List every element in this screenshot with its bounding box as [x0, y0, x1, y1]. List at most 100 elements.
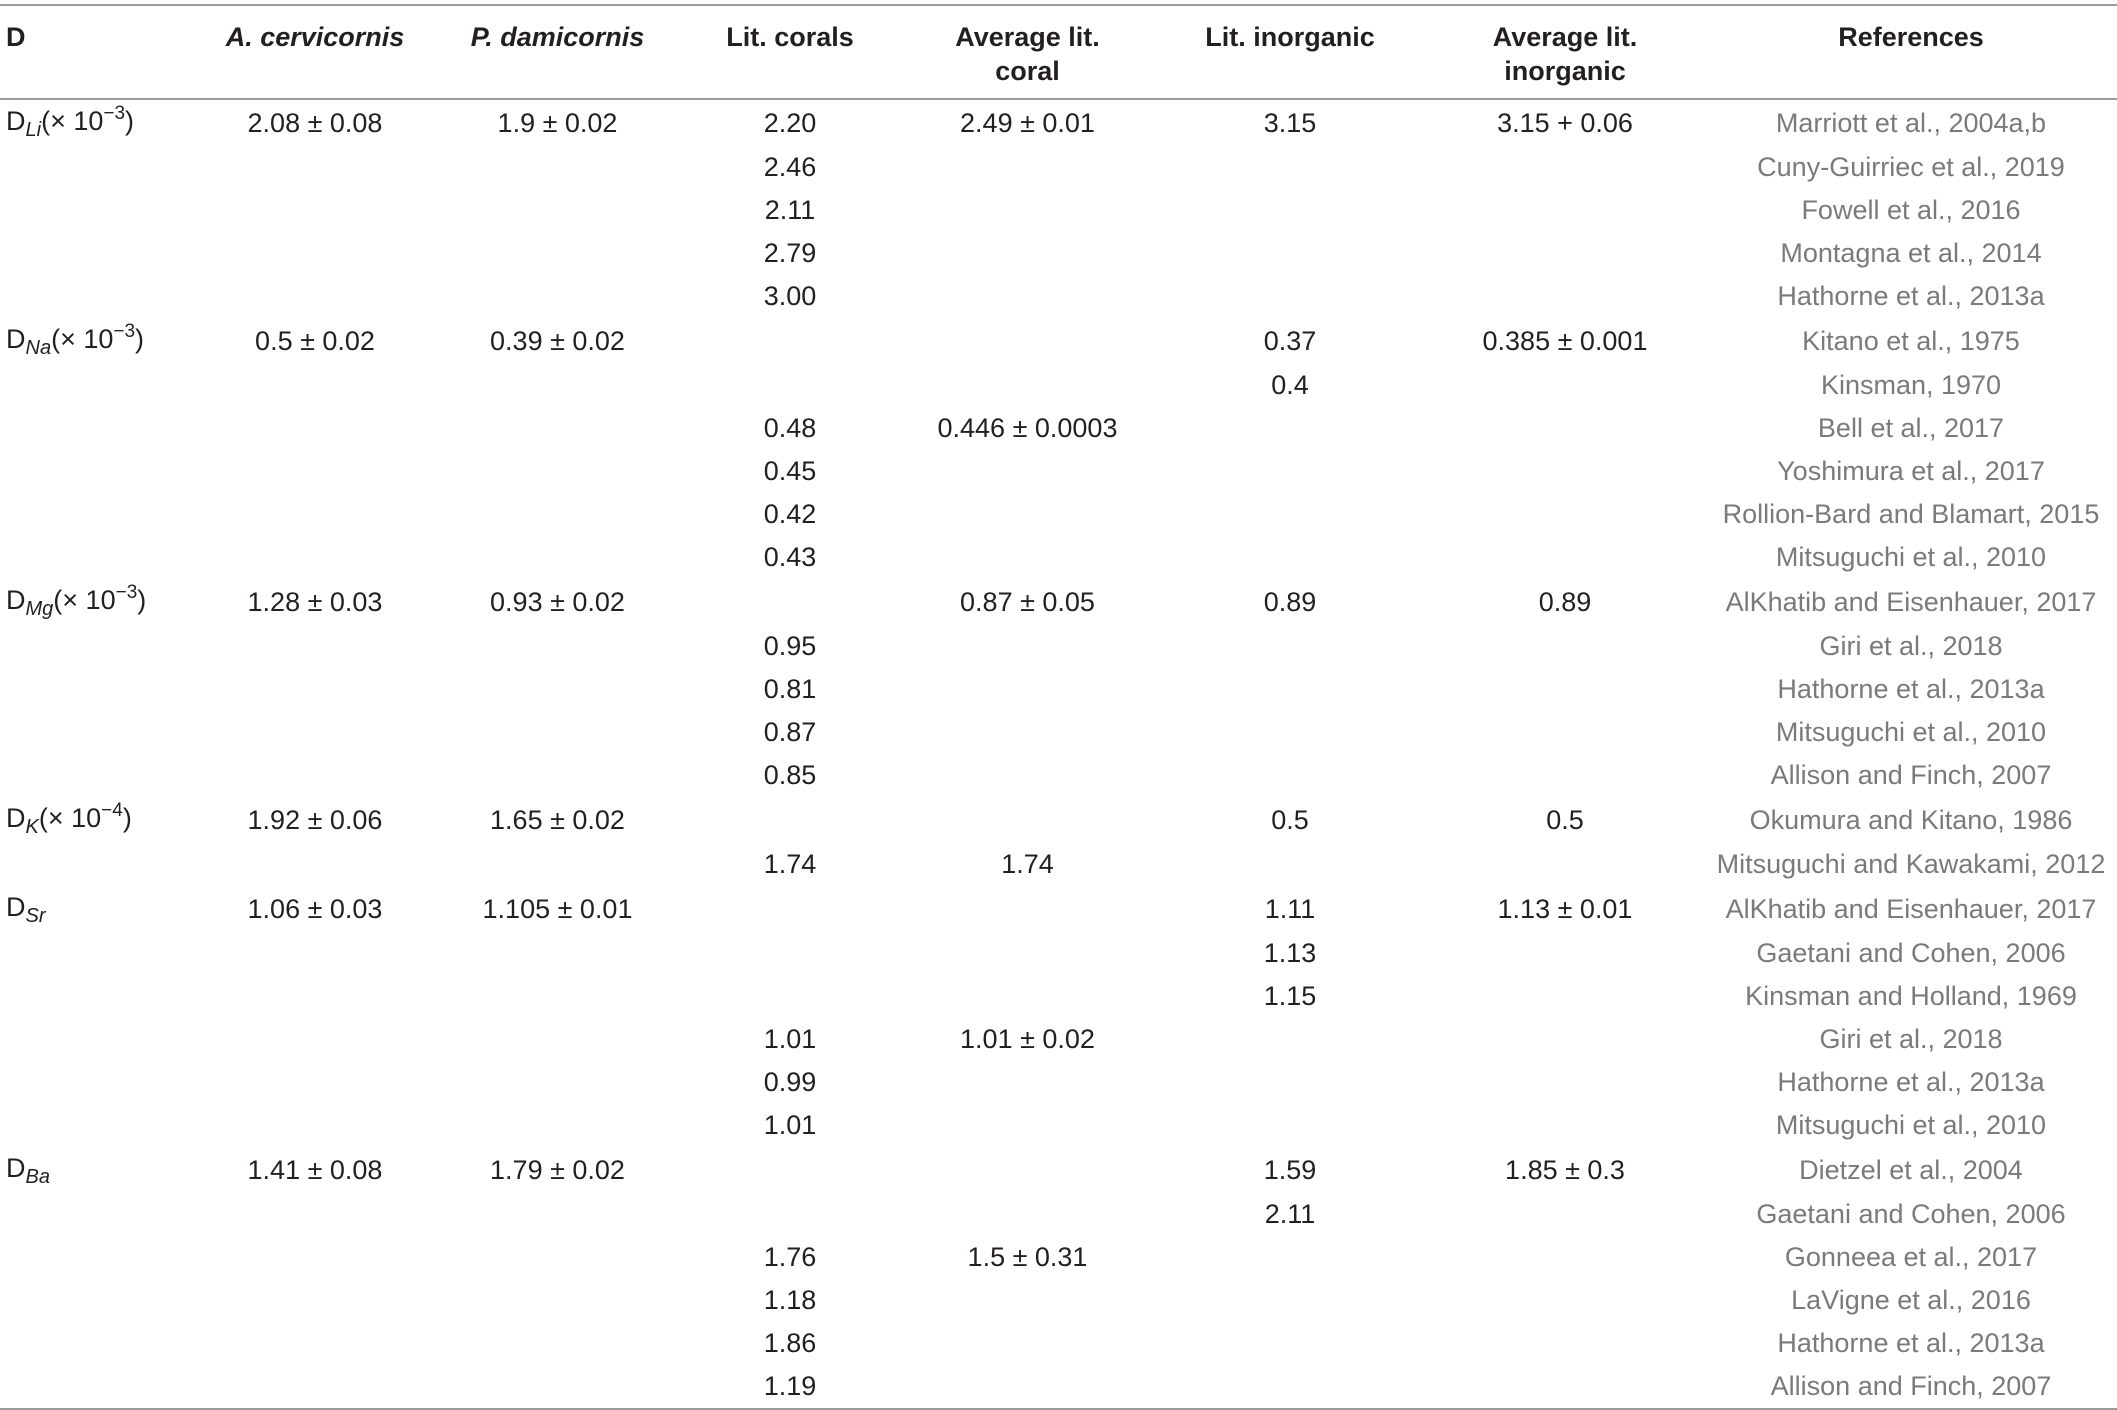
cell-reference: Cuny-Guirriec et al., 2019 — [1757, 152, 2065, 182]
cell-average-lit-inorganic — [1425, 975, 1705, 1018]
table-row: 2.46 Cuny-Guirriec et al., 2019 — [0, 146, 2117, 189]
cell-lit-corals: 0.81 — [763, 674, 817, 704]
cell-lit-inorganic — [1155, 843, 1425, 886]
cell-average-lit-inorganic: 1.85 ± 0.3 — [1505, 1154, 1625, 1185]
cell-a-cervicornis — [195, 1018, 435, 1061]
cell-average-lit-coral — [900, 493, 1155, 536]
cell-lit-inorganic: 1.59 — [1263, 1154, 1317, 1185]
cell-lit-inorganic: 1.13 — [1263, 938, 1317, 968]
cell-a-cervicornis — [195, 1279, 435, 1322]
cell-p-damicornis — [435, 536, 680, 579]
header-lit-inorganic: Lit. inorganic — [1205, 22, 1375, 52]
cell-p-damicornis — [435, 1061, 680, 1104]
table-header: D A. cervicornis P. damicornis Lit. cora… — [0, 5, 2117, 99]
cell-lit-inorganic — [1155, 146, 1425, 189]
cell-p-damicornis — [435, 1018, 680, 1061]
table-row: 1.76 1.5 ± 0.31 Gonneea et al., 2017 — [0, 1236, 2117, 1279]
coefficient-label — [0, 275, 195, 318]
cell-average-lit-inorganic — [1425, 843, 1705, 886]
cell-average-lit-coral — [900, 364, 1155, 407]
cell-lit-corals — [680, 797, 900, 843]
cell-a-cervicornis: 1.28 ± 0.03 — [247, 586, 383, 617]
cell-lit-inorganic — [1155, 189, 1425, 232]
table-row: 2.79 Montagna et al., 2014 — [0, 232, 2117, 275]
cell-lit-corals: 0.43 — [763, 542, 817, 572]
cell-average-lit-inorganic — [1425, 189, 1705, 232]
cell-reference: Gonneea et al., 2017 — [1784, 1242, 2038, 1272]
cell-lit-corals — [680, 975, 900, 1018]
table-row: 0.48 0.446 ± 0.0003 Bell et al., 2017 — [0, 407, 2117, 450]
cell-lit-corals — [680, 579, 900, 625]
cell-p-damicornis: 1.105 ± 0.01 — [482, 893, 633, 924]
cell-a-cervicornis — [195, 364, 435, 407]
table-row: 2.11 Fowell et al., 2016 — [0, 189, 2117, 232]
cell-lit-inorganic — [1155, 711, 1425, 754]
cell-average-lit-coral — [900, 932, 1155, 975]
cell-p-damicornis — [435, 932, 680, 975]
cell-lit-inorganic — [1155, 1018, 1425, 1061]
table-row: 0.81 Hathorne et al., 2013a — [0, 668, 2117, 711]
coefficient-symbol: D — [6, 585, 26, 615]
cell-lit-inorganic: 0.4 — [1271, 370, 1309, 400]
coefficient-label: DMg(× 10−3) — [0, 579, 195, 625]
table-row: 0.99 Hathorne et al., 2013a — [0, 1061, 2117, 1104]
cell-lit-inorganic — [1155, 754, 1425, 797]
header-references: References — [1838, 22, 1984, 52]
coefficient-label — [0, 1018, 195, 1061]
cell-p-damicornis — [435, 1322, 680, 1365]
coefficient-label — [0, 407, 195, 450]
cell-average-lit-inorganic — [1425, 364, 1705, 407]
header-average-lit-inorganic-line2: inorganic — [1504, 56, 1626, 86]
cell-average-lit-inorganic: 0.5 — [1546, 804, 1584, 835]
cell-a-cervicornis — [195, 189, 435, 232]
cell-lit-inorganic — [1155, 1279, 1425, 1322]
cell-average-lit-coral — [900, 318, 1155, 364]
cell-average-lit-coral: 1.5 ± 0.31 — [967, 1242, 1088, 1272]
cell-reference: Dietzel et al., 2004 — [1799, 1154, 2023, 1185]
cell-average-lit-coral — [900, 975, 1155, 1018]
cell-p-damicornis — [435, 1236, 680, 1279]
table-row: DLi(× 10−3) 2.08 ± 0.08 1.9 ± 0.02 2.20 2.49… — [0, 99, 2117, 146]
table-row: 3.00 Hathorne et al., 2013a — [0, 275, 2117, 318]
cell-lit-corals: 1.76 — [763, 1242, 817, 1272]
cell-a-cervicornis: 0.5 ± 0.02 — [255, 325, 375, 356]
cell-lit-corals: 2.20 — [763, 107, 817, 138]
cell-p-damicornis — [435, 711, 680, 754]
cell-average-lit-inorganic — [1425, 275, 1705, 318]
header-average-lit-coral: Average lit. coral — [900, 5, 1155, 99]
cell-a-cervicornis — [195, 1104, 435, 1147]
cell-lit-inorganic: 1.15 — [1263, 981, 1317, 1011]
cell-average-lit-coral: 2.49 ± 0.01 — [960, 107, 1095, 138]
table-row: 2.11 Gaetani and Cohen, 2006 — [0, 1193, 2117, 1236]
coefficient-label — [0, 1279, 195, 1322]
coefficient-exponent: −3 — [113, 321, 136, 342]
cell-average-lit-coral — [900, 232, 1155, 275]
cell-average-lit-coral — [900, 146, 1155, 189]
coefficient-subscript: Sr — [25, 905, 46, 927]
cell-average-lit-coral — [900, 625, 1155, 668]
cell-average-lit-coral — [900, 1193, 1155, 1236]
cell-lit-inorganic — [1155, 1365, 1425, 1409]
header-d: D — [6, 22, 26, 52]
cell-lit-corals — [680, 364, 900, 407]
coefficient-symbol: D — [6, 106, 26, 136]
coefficient-label — [0, 1365, 195, 1409]
cell-lit-corals: 1.01 — [763, 1024, 817, 1054]
cell-reference: Kinsman, 1970 — [1820, 370, 2002, 400]
cell-p-damicornis — [435, 625, 680, 668]
table-row: 1.19 Allison and Finch, 2007 — [0, 1365, 2117, 1409]
cell-average-lit-inorganic — [1425, 1236, 1705, 1279]
cell-lit-corals: 0.99 — [763, 1067, 817, 1097]
cell-average-lit-inorganic — [1425, 407, 1705, 450]
cell-reference: Gaetani and Cohen, 2006 — [1756, 1199, 2066, 1229]
cell-a-cervicornis — [195, 1193, 435, 1236]
cell-lit-inorganic — [1155, 232, 1425, 275]
coefficient-exponent: −4 — [101, 800, 123, 821]
cell-average-lit-coral: 1.01 ± 0.02 — [960, 1024, 1095, 1054]
cell-a-cervicornis — [195, 1236, 435, 1279]
cell-average-lit-coral — [900, 189, 1155, 232]
coefficient-subscript: Mg — [25, 598, 54, 620]
header-average-lit-inorganic: Average lit. inorganic — [1425, 5, 1705, 99]
cell-lit-inorganic: 3.15 — [1263, 107, 1317, 138]
cell-a-cervicornis — [195, 232, 435, 275]
